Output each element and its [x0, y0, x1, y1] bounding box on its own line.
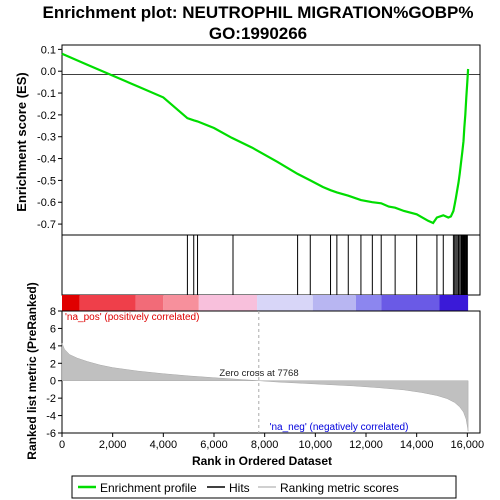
x-axis: 0 2,000 4,000 6,000 8,000 10,000 12,000 14,000 1… [59, 433, 484, 451]
metric-y-axis: 8 6 4 2 0 -2 -4 -6 [46, 306, 62, 440]
x-tick-label: 10,000 [299, 439, 333, 451]
es-y-tick-label: -0.3 [37, 132, 56, 144]
ranked-bar-segment [381, 295, 440, 311]
ranked-bar-segment [312, 295, 356, 311]
x-tick-label: 6,000 [200, 439, 228, 451]
ranked-bar-segment [355, 295, 382, 311]
legend-label-profile: Enrichment profile [100, 481, 197, 495]
pos-correlated-label: 'na_pos' (positively correlated) [65, 312, 199, 323]
ranked-bar-segment [163, 295, 199, 311]
es-y-tick-label: -0.2 [37, 110, 56, 122]
chart-title-line1: Enrichment plot: NEUTROPHIL MIGRATION%GO… [43, 3, 474, 22]
hits-panel [61, 234, 481, 296]
ranked-list-color-bar [62, 295, 469, 311]
ranked-bar-segment [198, 295, 258, 311]
ranked-bar-segment [257, 295, 313, 311]
zero-cross-label: Zero cross at 7768 [219, 368, 298, 379]
metric-y-tick-label: -2 [46, 393, 56, 405]
x-axis-label: Rank in Ordered Dataset [192, 454, 332, 468]
metric-y-tick-label: 4 [50, 341, 56, 353]
es-y-axis-label: Enrichment score (ES) [14, 72, 29, 211]
x-tick-label: 2,000 [99, 439, 127, 451]
metric-y-tick-label: -4 [46, 411, 56, 423]
ranking-metric-area [61, 343, 469, 432]
legend-label-hits: Hits [229, 481, 250, 495]
ranked-bar-segment [135, 295, 164, 311]
x-tick-label: 8,000 [251, 439, 279, 451]
legend: Enrichment profile Hits Ranking metric s… [71, 475, 457, 499]
es-y-tick-label: -0.4 [37, 154, 56, 166]
hits-group [186, 235, 468, 295]
x-tick-label: 0 [59, 439, 65, 451]
metric-y-tick-label: 8 [50, 306, 56, 318]
metric-y-tick-label: 6 [50, 323, 56, 335]
chart-title-line2: GO:1990266 [209, 24, 307, 43]
es-y-tick-label: 0.0 [41, 66, 56, 78]
x-tick-label: 14,000 [400, 439, 434, 451]
metric-y-tick-label: 2 [50, 358, 56, 370]
x-tick-label: 4,000 [150, 439, 178, 451]
metric-y-tick-label: 0 [50, 376, 56, 388]
es-y-tick-label: -0.6 [37, 197, 56, 209]
legend-label-metric: Ranking metric scores [280, 481, 399, 495]
metric-y-tick-label: -6 [46, 428, 56, 440]
x-tick-label: 16,000 [451, 439, 485, 451]
ranked-bar-segment [439, 295, 469, 311]
ranked-bar-segment [62, 295, 80, 311]
x-tick-label: 12,000 [349, 439, 383, 451]
es-y-axis: 0.1 0.0 -0.1 -0.2 -0.3 -0.4 -0.5 -0.6 -0.7 [37, 44, 62, 231]
ranked-bar-segment [79, 295, 136, 311]
es-y-tick-label: -0.1 [37, 88, 56, 100]
es-y-tick-label: -0.5 [37, 175, 56, 187]
metric-y-axis-label: Ranked list metric (PreRanked) [25, 282, 39, 459]
neg-correlated-label: 'na_neg' (negatively correlated) [270, 422, 409, 433]
es-y-tick-label: 0.1 [41, 44, 56, 56]
enrichment-profile-line [61, 52, 470, 225]
es-y-tick-label: -0.7 [37, 219, 56, 231]
es-plot-area [61, 44, 481, 236]
